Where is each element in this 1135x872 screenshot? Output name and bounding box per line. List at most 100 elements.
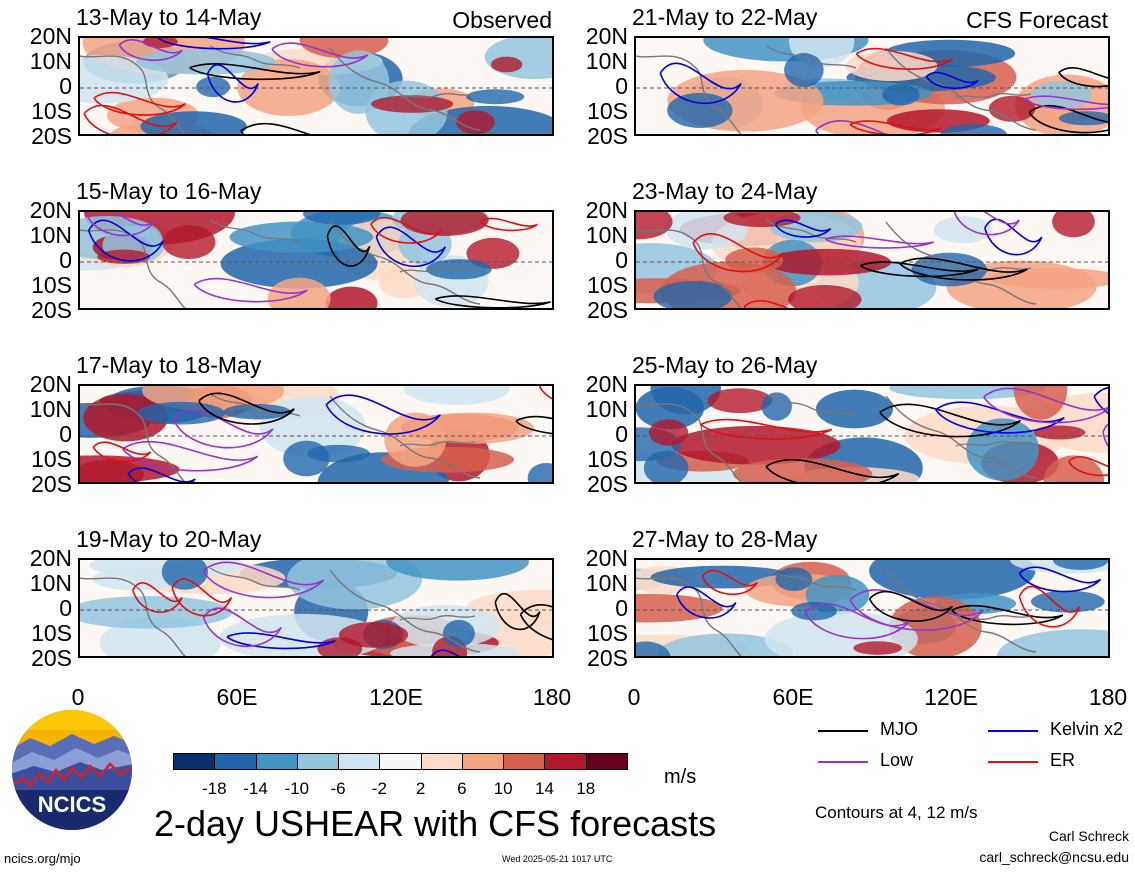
- colorbar-segment-1: [214, 753, 257, 770]
- lat-label-3-4: 20S: [587, 297, 628, 323]
- legend-line-2: [818, 761, 868, 763]
- lat-label-3-2: 0: [615, 247, 628, 273]
- colorbar-tick-5: 2: [415, 779, 426, 798]
- lon-label-180-right: 180: [1088, 684, 1128, 710]
- colorbar-segment-6: [420, 753, 463, 770]
- lat-label-7-2: 0: [615, 595, 628, 621]
- colorbar-segment-4: [338, 753, 381, 770]
- lat-label-7-3: 10S: [587, 620, 628, 646]
- website: ncics.org/mjo: [4, 851, 81, 866]
- legend-label-2: Low: [880, 750, 914, 770]
- lat-label-2-0: 20N: [29, 197, 72, 223]
- lat-label-1-4: 20S: [587, 123, 628, 149]
- timestamp: Wed 2025-05-21 1017 UTC: [502, 854, 613, 864]
- lat-label-5-1: 10N: [585, 396, 628, 422]
- map-field-1: [636, 38, 1108, 134]
- contours-note: Contours at 4, 12 m/s: [815, 803, 978, 822]
- lon-label-0-right: 0: [627, 684, 641, 710]
- colorbar-tick-8: 14: [534, 779, 554, 798]
- lat-label-0-1: 10N: [29, 48, 72, 74]
- lat-label-1-3: 10S: [587, 98, 628, 124]
- lat-label-4-4: 20S: [31, 471, 72, 497]
- lat-label-5-4: 20S: [587, 471, 628, 497]
- lat-label-1-0: 20N: [585, 23, 628, 49]
- lat-label-6-3: 10S: [31, 620, 72, 646]
- lat-label-2-2: 0: [59, 247, 72, 273]
- map-panel-1: [634, 36, 1110, 136]
- panel-date-3: 23-May to 24-May: [632, 178, 818, 204]
- legend-line-3: [988, 761, 1038, 763]
- map-field-2: [80, 212, 552, 308]
- panel-date-0: 13-May to 14-May: [76, 4, 262, 30]
- colorbar-segment-10: [585, 753, 628, 770]
- lat-label-4-2: 0: [59, 421, 72, 447]
- lat-label-4-1: 10N: [29, 396, 72, 422]
- lat-label-0-0: 20N: [29, 23, 72, 49]
- colorbar-tick-1: -14: [243, 779, 268, 798]
- lat-label-2-3: 10S: [31, 272, 72, 298]
- map-field-5: [636, 386, 1108, 482]
- colorbar-tick-3: -6: [330, 779, 346, 798]
- panel-date-1: 21-May to 22-May: [632, 4, 818, 30]
- colorbar-tick-4: -2: [371, 779, 387, 798]
- colorbar: -18 -14 -10 -6 -2 2 6 10 14 18: [173, 753, 628, 801]
- map-panel-3: [634, 210, 1110, 310]
- lon-label-0-left: 0: [71, 684, 85, 710]
- map-field-6: [80, 560, 552, 656]
- colorbar-segment-3: [296, 753, 340, 770]
- lat-label-1-1: 10N: [585, 48, 628, 74]
- panel-date-4: 17-May to 18-May: [76, 352, 262, 378]
- colorbar-tick-9: 18: [576, 779, 596, 798]
- lat-label-0-4: 20S: [31, 123, 72, 149]
- lat-label-5-2: 0: [615, 421, 628, 447]
- lat-label-3-0: 20N: [585, 197, 628, 223]
- logo-text: NCICS: [38, 792, 106, 817]
- map-field-4: [80, 386, 552, 482]
- legend-label-3: ER: [1050, 750, 1076, 770]
- author: Carl Schreck: [1048, 828, 1129, 844]
- legend-line-0: [818, 730, 868, 732]
- lon-label-120e-right: 120E: [924, 684, 978, 710]
- colorbar-tick-7: 10: [493, 779, 513, 798]
- lat-label-7-1: 10N: [585, 570, 628, 596]
- lat-label-2-1: 10N: [29, 222, 72, 248]
- lat-label-0-2: 0: [59, 73, 72, 99]
- lat-label-4-0: 20N: [29, 371, 72, 397]
- lat-label-4-3: 10S: [31, 446, 72, 472]
- colorbar-segment-2: [255, 753, 298, 770]
- map-panel-7: [634, 558, 1110, 658]
- colorbar-segment-7: [461, 753, 505, 770]
- colorbar-unit: m/s: [664, 766, 697, 788]
- colorbar-segment-9: [544, 753, 587, 770]
- lat-label-6-2: 0: [59, 595, 72, 621]
- lat-label-5-3: 10S: [587, 446, 628, 472]
- figure-title: 2-day USHEAR with CFS forecasts: [154, 803, 717, 844]
- lon-label-60e-left: 60E: [216, 684, 258, 710]
- map-field-0: [80, 38, 552, 134]
- legend-line-1: [988, 730, 1038, 732]
- legend-label-0: MJO: [880, 719, 918, 739]
- lat-label-2-4: 20S: [31, 297, 72, 323]
- lat-label-0-3: 10S: [31, 98, 72, 124]
- panel-source-label-0: Observed: [452, 7, 552, 33]
- panel-date-6: 19-May to 20-May: [76, 526, 262, 552]
- map-field-3: [636, 212, 1108, 308]
- author-email: carl_schreck@ncsu.edu: [979, 849, 1129, 865]
- panel-source-label-1: CFS Forecast: [966, 7, 1108, 33]
- colorbar-tick-0: -18: [201, 779, 227, 798]
- lat-label-6-0: 20N: [29, 545, 72, 571]
- panel-date-2: 15-May to 16-May: [76, 178, 262, 204]
- colorbar-segment-0: [173, 753, 216, 770]
- lon-label-120e-left: 120E: [369, 684, 423, 710]
- lat-label-3-1: 10N: [585, 222, 628, 248]
- panel-date-7: 27-May to 28-May: [632, 526, 818, 552]
- lat-label-7-0: 20N: [585, 545, 628, 571]
- colorbar-segment-8: [503, 753, 546, 770]
- lon-label-180-left: 180: [532, 684, 572, 710]
- map-field-7: [636, 560, 1108, 656]
- map-panel-2: [78, 210, 554, 310]
- colorbar-tick-6: 6: [457, 779, 467, 798]
- map-panel-4: [78, 384, 554, 484]
- map-panel-0: [78, 36, 554, 136]
